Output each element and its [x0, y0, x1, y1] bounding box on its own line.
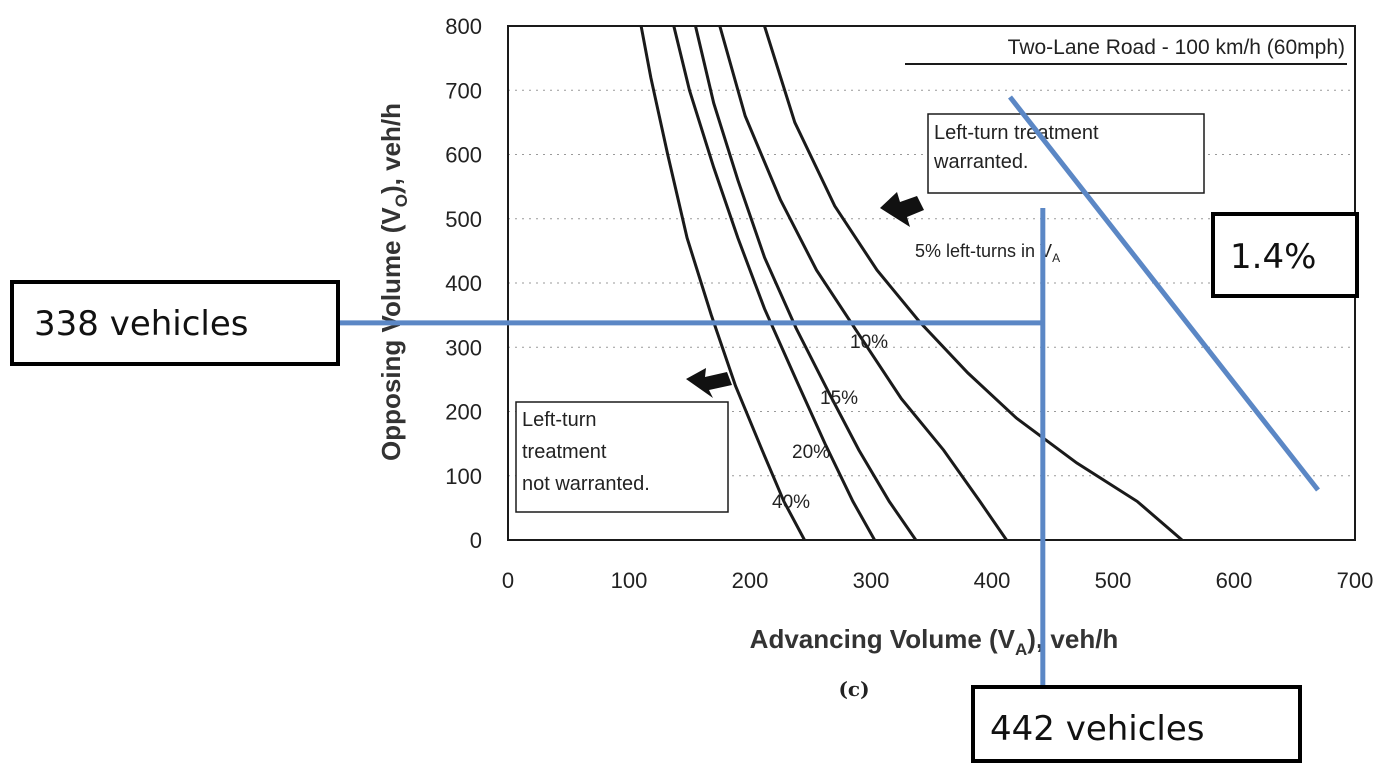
y-tick-0: 0	[470, 528, 482, 553]
y-axis-ticks: 0 100 200 300 400 500 600 700 800	[445, 14, 482, 553]
curve-label-10: 10%	[850, 332, 888, 353]
x-tick-600: 600	[1216, 568, 1253, 593]
panel-label: (c)	[838, 677, 869, 701]
curve-40-percent	[639, 26, 806, 540]
curve-label-40: 40%	[772, 492, 810, 513]
curve-5-percent	[763, 26, 1183, 540]
warranted-label-line2: warranted.	[933, 151, 1029, 173]
y-tick-400: 400	[445, 271, 482, 296]
not-warranted-label-line3: not warranted.	[522, 473, 650, 495]
x-tick-500: 500	[1095, 568, 1132, 593]
chart-title: Two-Lane Road - 100 km/h (60mph)	[1008, 36, 1345, 59]
y-tick-700: 700	[445, 78, 482, 103]
callout-box-bottom	[971, 685, 1302, 763]
warranted-label-line1: Left-turn treatment	[934, 122, 1099, 144]
y-tick-800: 800	[445, 14, 482, 39]
x-tick-100: 100	[611, 568, 648, 593]
callout-box-right	[1211, 212, 1359, 298]
diagonal-reference-line	[1008, 95, 1320, 492]
x-tick-200: 200	[732, 568, 769, 593]
y-tick-100: 100	[445, 464, 482, 489]
not-warranted-label-line1: Left-turn	[522, 409, 596, 431]
x-axis-ticks: 0 100 200 300 400 500 600 700	[502, 568, 1373, 593]
warranted-box	[927, 113, 1205, 194]
curve-label-20: 20%	[792, 442, 830, 463]
curve-10-percent	[718, 26, 1008, 540]
x-tick-300: 300	[853, 568, 890, 593]
not-warranted-label-line2: treatment	[522, 441, 607, 463]
callout-right-text: 1.4%	[1230, 237, 1316, 277]
y-tick-200: 200	[445, 400, 482, 425]
y-tick-300: 300	[445, 335, 482, 360]
x-axis-title: Advancing Volume (VA), veh/h	[750, 624, 1119, 659]
y-tick-600: 600	[445, 143, 482, 168]
curve-15-percent	[694, 26, 918, 540]
not-warranted-box	[515, 401, 729, 513]
callout-bottom-text: 442 vehicles	[990, 709, 1205, 749]
curve-20-percent	[672, 26, 876, 540]
callout-left-text: 338 vehicles	[34, 304, 249, 344]
x-tick-0: 0	[502, 568, 514, 593]
y-tick-500: 500	[445, 207, 482, 232]
arrow-toward-warranted-icon	[880, 192, 924, 227]
x-tick-700: 700	[1337, 568, 1374, 593]
curve-label-15: 15%	[820, 388, 858, 409]
callout-box-left	[10, 280, 340, 366]
x-tick-400: 400	[974, 568, 1011, 593]
arrow-toward-not-warranted-icon	[686, 368, 732, 398]
curves	[639, 26, 1183, 540]
curve-label-5: 5% left-turns in VA	[915, 241, 1060, 265]
y-axis-title: Opposing Volume (VO), veh/h	[376, 103, 411, 461]
